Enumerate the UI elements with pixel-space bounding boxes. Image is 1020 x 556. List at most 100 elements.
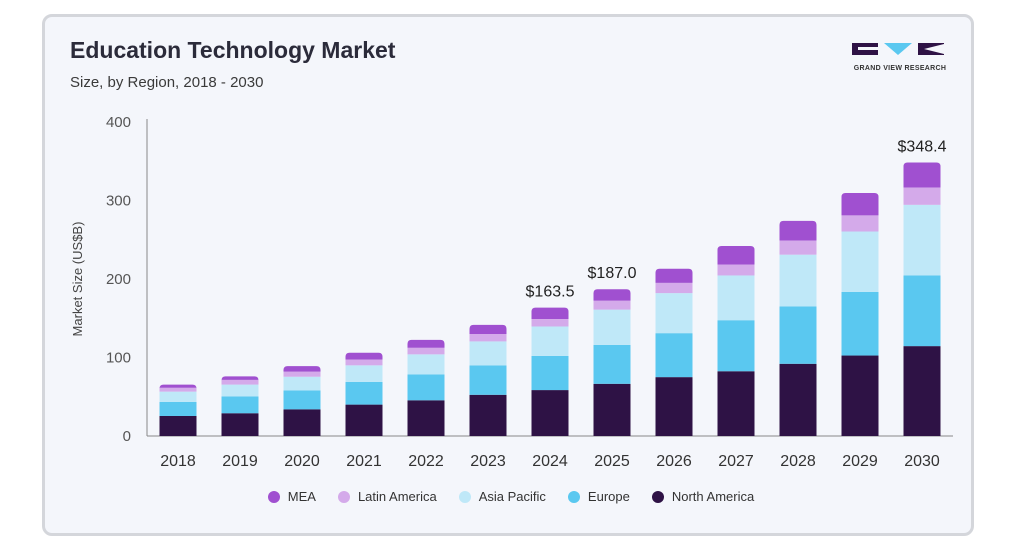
bar-segment-latin-america [717, 264, 755, 276]
bar-segment-europe [903, 275, 941, 347]
bar-segment-latin-america [283, 371, 321, 377]
bar-segment-mea [531, 307, 569, 320]
bar-segment-mea [283, 366, 321, 372]
y-tick-label: 400 [106, 114, 131, 131]
bar-segment-europe [717, 320, 755, 372]
bar-segment-latin-america [841, 215, 879, 232]
x-tick-label: 2024 [532, 453, 568, 470]
bar-segment-latin-america [779, 240, 817, 255]
brand-logo-text: GRAND VIEW RESEARCH [853, 65, 947, 72]
legend-item: Asia Pacific [458, 489, 546, 504]
bar-segment-asia-pacific [841, 231, 879, 292]
bar-segment-mea [345, 352, 383, 360]
total-value-label: $348.4 [898, 139, 947, 156]
bar-segment-latin-america [593, 300, 631, 310]
x-tick-label: 2025 [594, 453, 630, 470]
x-tick-label: 2018 [160, 453, 196, 470]
bar-segment-latin-america [407, 347, 445, 355]
bar-segment-mea [779, 220, 817, 241]
bar-segment-north-america [593, 383, 631, 436]
y-tick-label: 100 [106, 350, 131, 367]
bar-segment-europe [655, 333, 693, 378]
bar-segment-asia-pacific [159, 391, 197, 402]
bar-segment-north-america [655, 377, 693, 436]
bar-segment-mea [717, 246, 755, 265]
brand-logo-icon [852, 43, 944, 55]
bar-segment-mea [903, 162, 941, 188]
bar-segment-mea [407, 339, 445, 348]
y-tick-label: 300 [106, 193, 131, 210]
bar-segment-europe [159, 401, 197, 416]
bar-segment-north-america [779, 363, 817, 436]
x-tick-label: 2021 [346, 453, 382, 470]
bar-segment-asia-pacific [283, 376, 321, 391]
bar-segment-mea [593, 289, 631, 301]
bar-segment-europe [841, 291, 879, 356]
bar-segment-europe [469, 365, 507, 395]
bar-segment-latin-america [221, 379, 259, 385]
legend-item: Latin America [337, 489, 437, 504]
bar-segment-europe [531, 355, 569, 391]
bar-segment-asia-pacific [593, 309, 631, 345]
x-tick-label: 2026 [656, 453, 692, 470]
bar-segment-north-america [159, 415, 197, 436]
legend-label: Latin America [357, 489, 437, 504]
legend-swatch [337, 490, 350, 503]
bar-segment-europe [593, 344, 631, 384]
bar-segment-north-america [407, 400, 445, 436]
chart-title: Education Technology Market [70, 37, 396, 63]
bar-segment-north-america [221, 413, 259, 436]
legend-swatch [651, 490, 664, 503]
legend-item: Europe [567, 489, 630, 504]
bar-segment-latin-america [345, 359, 383, 366]
chart-card: Education Technology Market Size, by Reg… [42, 14, 974, 536]
legend-swatch [267, 490, 280, 503]
bar-segment-latin-america [531, 319, 569, 327]
bar-segment-asia-pacific [717, 275, 755, 321]
bar-segment-latin-america [903, 187, 941, 205]
chart-subtitle: Size, by Region, 2018 - 2030 [70, 74, 264, 91]
bar-segment-asia-pacific [531, 326, 569, 356]
legend-item: MEA [267, 489, 316, 504]
x-tick-label: 2023 [470, 453, 506, 470]
legend-swatch [567, 490, 580, 503]
bar-segment-asia-pacific [221, 384, 259, 397]
bar-segment-mea [221, 376, 259, 381]
y-axis-label: Market Size (US$B) [70, 222, 85, 337]
x-tick-label: 2022 [408, 453, 444, 470]
chart-legend: MEA Latin America Asia Pacific Europe North … [45, 489, 977, 504]
bar-segment-north-america [283, 409, 321, 436]
y-tick-label: 0 [123, 428, 131, 445]
bar-segment-latin-america [655, 282, 693, 294]
total-value-label: $163.5 [526, 284, 575, 301]
bar-segment-mea [469, 324, 507, 334]
bar-segment-europe [283, 390, 321, 410]
total-value-label: $187.0 [588, 265, 637, 282]
bar-segment-europe [779, 306, 817, 364]
bar-segment-north-america [531, 390, 569, 436]
bar-segment-latin-america [159, 387, 197, 392]
legend-label: North America [671, 489, 755, 504]
legend-label: Europe [587, 489, 630, 504]
brand-logo: GRAND VIEW RESEARCH [850, 41, 950, 81]
legend-label: Asia Pacific [478, 489, 546, 504]
bar-segment-north-america [717, 371, 755, 436]
bar-segment-north-america [345, 404, 383, 436]
bar-segment-asia-pacific [903, 204, 941, 276]
bar-segment-north-america [841, 355, 879, 436]
bar-segment-europe [221, 396, 259, 414]
bar-segment-north-america [903, 346, 941, 436]
bar-segment-mea [159, 384, 197, 389]
x-tick-label: 2020 [284, 453, 320, 470]
legend-item: North America [651, 489, 755, 504]
bar-segment-europe [345, 381, 383, 405]
bar-segment-europe [407, 374, 445, 401]
bar-segment-mea [841, 193, 879, 216]
x-tick-label: 2027 [718, 453, 754, 470]
legend-label: MEA [287, 489, 316, 504]
bar-segment-mea [655, 268, 693, 283]
bar-segment-north-america [469, 394, 507, 436]
bar-segment-asia-pacific [469, 341, 507, 366]
x-tick-label: 2019 [222, 453, 258, 470]
bar-segment-asia-pacific [407, 354, 445, 375]
